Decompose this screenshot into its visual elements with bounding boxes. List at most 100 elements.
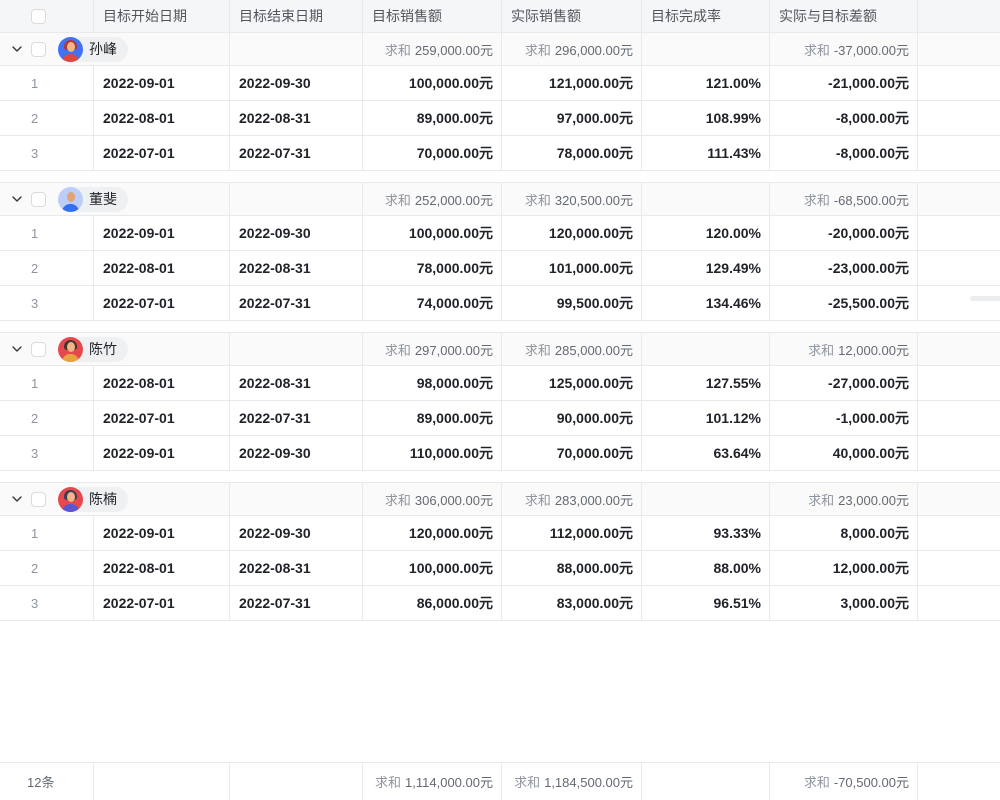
row-number-cell[interactable]: 3 — [0, 436, 94, 470]
group-checkbox[interactable] — [31, 341, 46, 357]
footer-cell-empty[interactable] — [230, 763, 363, 800]
cell-completion-rate[interactable]: 101.12% — [642, 401, 770, 435]
cell-target-start-date[interactable]: 2022-07-01 — [94, 136, 230, 170]
cell-completion-rate[interactable]: 93.33% — [642, 516, 770, 550]
cell-completion-rate[interactable]: 88.00% — [642, 551, 770, 585]
cell-actual-sales[interactable]: 90,000.00元 — [502, 401, 642, 435]
cell-target-end-date[interactable]: 2022-09-30 — [230, 66, 363, 100]
cell-completion-rate[interactable]: 121.00% — [642, 66, 770, 100]
cell-target-start-date[interactable]: 2022-09-01 — [94, 66, 230, 100]
cell-target-end-date[interactable]: 2022-09-30 — [230, 436, 363, 470]
cell-target-sales[interactable]: 120,000.00元 — [363, 516, 502, 550]
row-number-cell[interactable]: 1 — [0, 366, 94, 400]
cell-difference[interactable]: 3,000.00元 — [770, 586, 918, 620]
cell-target-sales[interactable]: 89,000.00元 — [363, 401, 502, 435]
cell-difference[interactable]: -1,000.00元 — [770, 401, 918, 435]
cell-actual-sales[interactable]: 101,000.00元 — [502, 251, 642, 285]
row-number-cell[interactable]: 3 — [0, 586, 94, 620]
cell-target-sales[interactable]: 78,000.00元 — [363, 251, 502, 285]
cell-target-start-date[interactable]: 2022-08-01 — [94, 551, 230, 585]
cell-actual-sales[interactable]: 83,000.00元 — [502, 586, 642, 620]
cell-completion-rate[interactable]: 63.64% — [642, 436, 770, 470]
person-tag[interactable]: 董斐 — [58, 186, 128, 212]
cell-difference[interactable]: 8,000.00元 — [770, 516, 918, 550]
cell-target-start-date[interactable]: 2022-09-01 — [94, 436, 230, 470]
group-checkbox[interactable] — [31, 491, 46, 507]
group-sum-target-sales[interactable]: 求和 259,000.00元 — [363, 33, 502, 65]
column-header-difference[interactable]: 实际与目标差额 — [770, 0, 918, 32]
cell-difference[interactable]: -21,000.00元 — [770, 66, 918, 100]
cell-target-start-date[interactable]: 2022-08-01 — [94, 251, 230, 285]
row-number-cell[interactable]: 1 — [0, 516, 94, 550]
chevron-down-icon[interactable] — [11, 343, 23, 355]
group-sum-target-sales[interactable]: 求和 306,000.00元 — [363, 483, 502, 515]
cell-actual-sales[interactable]: 70,000.00元 — [502, 436, 642, 470]
group-sum-difference[interactable]: 求和 23,000.00元 — [770, 483, 918, 515]
group-sum-target-sales[interactable]: 求和 252,000.00元 — [363, 183, 502, 215]
row-number-cell[interactable]: 2 — [0, 551, 94, 585]
cell-completion-rate[interactable]: 96.51% — [642, 586, 770, 620]
column-header-target-start-date[interactable]: 目标开始日期 — [94, 0, 230, 32]
footer-sum-actual-sales[interactable]: 求和 1,184,500.00元 — [502, 763, 642, 800]
chevron-down-icon[interactable] — [11, 493, 23, 505]
cell-actual-sales[interactable]: 88,000.00元 — [502, 551, 642, 585]
cell-target-end-date[interactable]: 2022-07-31 — [230, 586, 363, 620]
row-number-cell[interactable]: 3 — [0, 136, 94, 170]
group-sum-actual-sales[interactable]: 求和 320,500.00元 — [502, 183, 642, 215]
cell-target-sales[interactable]: 110,000.00元 — [363, 436, 502, 470]
footer-sum-target-sales[interactable]: 求和 1,114,000.00元 — [363, 763, 502, 800]
row-number-cell[interactable]: 2 — [0, 251, 94, 285]
footer-cell-empty[interactable] — [94, 763, 230, 800]
cell-difference[interactable]: -8,000.00元 — [770, 136, 918, 170]
cell-completion-rate[interactable]: 108.99% — [642, 101, 770, 135]
column-header-target-end-date[interactable]: 目标结束日期 — [230, 0, 363, 32]
cell-actual-sales[interactable]: 78,000.00元 — [502, 136, 642, 170]
cell-target-start-date[interactable]: 2022-09-01 — [94, 516, 230, 550]
cell-target-sales[interactable]: 100,000.00元 — [363, 216, 502, 250]
cell-completion-rate[interactable]: 127.55% — [642, 366, 770, 400]
column-header-actual-sales[interactable]: 实际销售额 — [502, 0, 642, 32]
cell-target-start-date[interactable]: 2022-07-01 — [94, 286, 230, 320]
cell-completion-rate[interactable]: 120.00% — [642, 216, 770, 250]
cell-target-start-date[interactable]: 2022-07-01 — [94, 401, 230, 435]
row-number-cell[interactable]: 1 — [0, 216, 94, 250]
cell-actual-sales[interactable]: 99,500.00元 — [502, 286, 642, 320]
cell-target-start-date[interactable]: 2022-08-01 — [94, 366, 230, 400]
column-header-completion-rate[interactable]: 目标完成率 — [642, 0, 770, 32]
scrollbar-thumb[interactable] — [970, 296, 1000, 301]
cell-difference[interactable]: 40,000.00元 — [770, 436, 918, 470]
cell-target-end-date[interactable]: 2022-08-31 — [230, 101, 363, 135]
cell-target-sales[interactable]: 86,000.00元 — [363, 586, 502, 620]
cell-actual-sales[interactable]: 120,000.00元 — [502, 216, 642, 250]
person-tag[interactable]: 孙峰 — [58, 36, 128, 62]
cell-target-start-date[interactable]: 2022-09-01 — [94, 216, 230, 250]
cell-difference[interactable]: -8,000.00元 — [770, 101, 918, 135]
cell-target-sales[interactable]: 98,000.00元 — [363, 366, 502, 400]
group-sum-difference[interactable]: 求和 12,000.00元 — [770, 333, 918, 365]
cell-completion-rate[interactable]: 129.49% — [642, 251, 770, 285]
cell-actual-sales[interactable]: 125,000.00元 — [502, 366, 642, 400]
cell-target-sales[interactable]: 74,000.00元 — [363, 286, 502, 320]
cell-difference[interactable]: -20,000.00元 — [770, 216, 918, 250]
row-number-cell[interactable]: 2 — [0, 401, 94, 435]
cell-target-sales[interactable]: 89,000.00元 — [363, 101, 502, 135]
group-checkbox[interactable] — [31, 41, 46, 57]
cell-target-end-date[interactable]: 2022-08-31 — [230, 551, 363, 585]
row-number-cell[interactable]: 1 — [0, 66, 94, 100]
group-sum-difference[interactable]: 求和 -68,500.00元 — [770, 183, 918, 215]
row-number-cell[interactable]: 2 — [0, 101, 94, 135]
group-sum-actual-sales[interactable]: 求和 285,000.00元 — [502, 333, 642, 365]
cell-difference[interactable]: 12,000.00元 — [770, 551, 918, 585]
cell-target-start-date[interactable]: 2022-07-01 — [94, 586, 230, 620]
cell-target-start-date[interactable]: 2022-08-01 — [94, 101, 230, 135]
cell-target-end-date[interactable]: 2022-09-30 — [230, 216, 363, 250]
column-header-target-sales[interactable]: 目标销售额 — [363, 0, 502, 32]
group-sum-actual-sales[interactable]: 求和 283,000.00元 — [502, 483, 642, 515]
group-sum-target-sales[interactable]: 求和 297,000.00元 — [363, 333, 502, 365]
cell-difference[interactable]: -25,500.00元 — [770, 286, 918, 320]
cell-difference[interactable]: -23,000.00元 — [770, 251, 918, 285]
cell-completion-rate[interactable]: 111.43% — [642, 136, 770, 170]
cell-target-end-date[interactable]: 2022-08-31 — [230, 366, 363, 400]
cell-target-end-date[interactable]: 2022-09-30 — [230, 516, 363, 550]
footer-sum-difference[interactable]: 求和 -70,500.00元 — [770, 763, 918, 800]
